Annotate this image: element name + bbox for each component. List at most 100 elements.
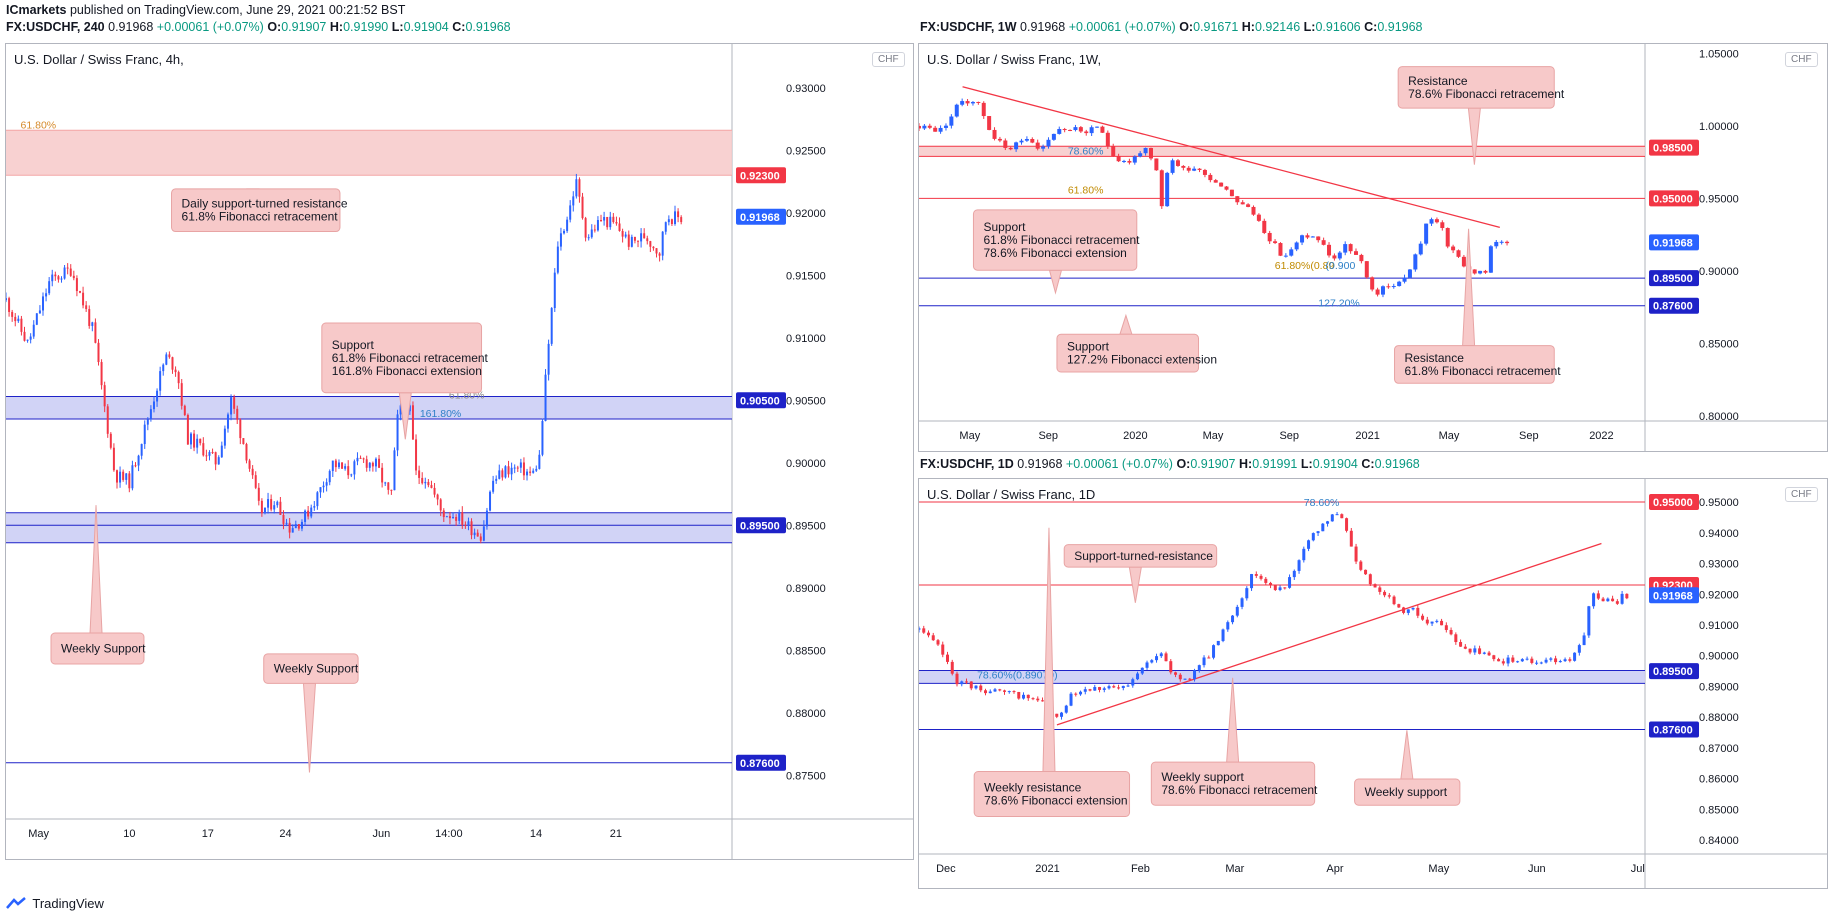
d1-currency-badge[interactable]: CHF	[1785, 487, 1818, 502]
d1-candle-body	[1430, 621, 1434, 624]
h4-callout-pointer	[302, 682, 317, 773]
h4-candle-body	[495, 478, 498, 481]
d1-candle-body	[1292, 570, 1296, 578]
d1-y-tick-label: 0.95000	[1699, 497, 1739, 509]
w1-candle-body	[1386, 286, 1391, 288]
w1-candle-body	[1488, 246, 1493, 273]
h4-candle-body	[156, 390, 159, 402]
h4-candle-body	[66, 267, 69, 269]
h4-candle-body	[489, 491, 492, 511]
d1-candle-body	[1549, 658, 1553, 660]
d1-candle-body	[1411, 607, 1415, 610]
d1-candle-body	[1516, 661, 1520, 663]
h4-candle-body	[581, 196, 584, 219]
h4-candle-body	[236, 408, 239, 420]
d1-candle-body	[1316, 531, 1320, 534]
h4-chart-svg[interactable]: 61.80%61.80%161.80%0.930000.925000.92000…	[6, 44, 913, 859]
d1-candle-body	[931, 635, 935, 641]
w1-candle-body	[1030, 139, 1035, 143]
h4-candle-body	[193, 433, 196, 448]
h4-x-tick-label: 14:00	[435, 828, 463, 840]
h4-candle-body	[550, 308, 553, 344]
h4-candle-body	[131, 465, 134, 489]
h4-candle-body	[14, 316, 17, 322]
w1-candle-body	[1456, 250, 1461, 257]
publisher-name[interactable]: ICmarkets	[6, 3, 67, 17]
w1-x-tick-label: Sep	[1038, 430, 1058, 442]
w1-callout-pointer	[1462, 228, 1476, 347]
w1-fib-label: 61.80%(0.89	[1275, 260, 1335, 272]
h4-currency-badge[interactable]: CHF	[872, 52, 905, 67]
h4-candle-body	[362, 458, 365, 460]
h4-candle-body	[464, 524, 467, 526]
w1-candle-body	[987, 116, 992, 130]
h4-candle-body	[310, 507, 313, 517]
h4-candle-body	[365, 459, 368, 468]
d1-candle-body	[1392, 596, 1396, 605]
h4-candle-body	[448, 516, 451, 519]
w1-candle-body	[1451, 246, 1456, 251]
d1-y-tick-label: 0.93000	[1699, 559, 1739, 571]
h4-candle-body	[217, 457, 220, 465]
h4-candle-body	[134, 465, 137, 467]
w1-candle-body	[1127, 160, 1132, 163]
d1-h-label: H:	[1239, 457, 1253, 471]
w1-candle-body	[1472, 269, 1477, 274]
w1-candle-body	[1440, 222, 1445, 229]
tradingview-logo[interactable]: TradingView	[6, 896, 104, 911]
d1-candle-body	[979, 685, 983, 691]
h4-candle-body	[575, 179, 578, 197]
h4-candle-body	[538, 454, 541, 469]
w1-candle-body	[1159, 170, 1164, 207]
h4-candle-body	[374, 458, 377, 467]
w1-chart-pane[interactable]: 78.60% 61.80% 61.80%(0.89 (0.900 127.20% 1.05…	[918, 43, 1828, 452]
w1-price-label: 0.95000	[1653, 193, 1693, 205]
h4-candle-body	[267, 499, 270, 508]
w1-candle-body	[1380, 286, 1385, 295]
d1-candle-body	[1117, 687, 1121, 689]
h4-x-tick-label: May	[28, 828, 49, 840]
h4-candle-body	[168, 354, 171, 358]
d1-x-tick-label: Jul	[1631, 863, 1645, 875]
w1-ohlc-header: FX:USDCHF, 1W 0.91968 +0.00061 (+0.07%) …	[920, 20, 1423, 35]
d1-candle-body	[993, 689, 997, 692]
w1-chart-svg[interactable]: 78.60% 61.80% 61.80%(0.89(0.900 127.20% 1.05…	[919, 44, 1827, 451]
d1-x-tick-label: 2021	[1035, 863, 1059, 875]
d1-last: 0.91968	[1017, 457, 1063, 471]
h4-candle-body	[390, 489, 393, 491]
h4-candle-body	[122, 471, 125, 480]
d1-candle-body	[1017, 691, 1021, 699]
h4-candle-body	[180, 383, 183, 406]
h4-chart-pane[interactable]: 61.80% 61.80% 161.80% 0.93000 0.92500 0.92000…	[5, 43, 914, 860]
w1-y-tick-label: 0.90000	[1699, 266, 1739, 278]
w1-o-label: O:	[1179, 20, 1194, 34]
w1-candle-body	[981, 102, 986, 117]
d1-price-label-bg	[1649, 663, 1699, 680]
w1-currency-badge[interactable]: CHF	[1785, 52, 1818, 67]
d1-chart-pane[interactable]: 78.60% 78.60%(0.89079) 0.95000 0.94000 0.930…	[918, 478, 1828, 889]
h4-candle-body	[128, 473, 131, 489]
d1-candle-body	[1245, 588, 1249, 599]
h4-candle-body	[633, 236, 636, 241]
h4-price-label: 0.87600	[740, 758, 780, 770]
d1-callout-pointer	[1226, 677, 1240, 763]
w1-candle-body	[1262, 220, 1267, 233]
h4-candle-body	[233, 397, 236, 409]
h4-change: +0.00061 (+0.07%)	[156, 20, 264, 34]
h4-candle-body	[337, 462, 340, 468]
d1-candle-body	[1145, 662, 1149, 668]
d1-chart-svg[interactable]: 78.60% 78.60%(0.89079) 0.95000 0.94000 0.930…	[919, 479, 1827, 888]
h4-candle-body	[655, 248, 658, 254]
h4-candle-body	[609, 216, 612, 228]
w1-candle-body	[1267, 232, 1272, 242]
d1-candle-body	[1155, 656, 1159, 661]
d1-candle-body	[1036, 698, 1040, 701]
h4-candle-body	[288, 522, 291, 533]
d1-x-tick-label: May	[1428, 863, 1449, 875]
d1-candle-body	[1435, 620, 1439, 622]
h4-candle-body	[251, 468, 254, 476]
d1-candle-body	[1007, 691, 1011, 693]
w1-candle-body	[1229, 189, 1234, 197]
h4-candle-body	[242, 438, 245, 445]
w1-price-label: 0.89500	[1653, 273, 1693, 285]
